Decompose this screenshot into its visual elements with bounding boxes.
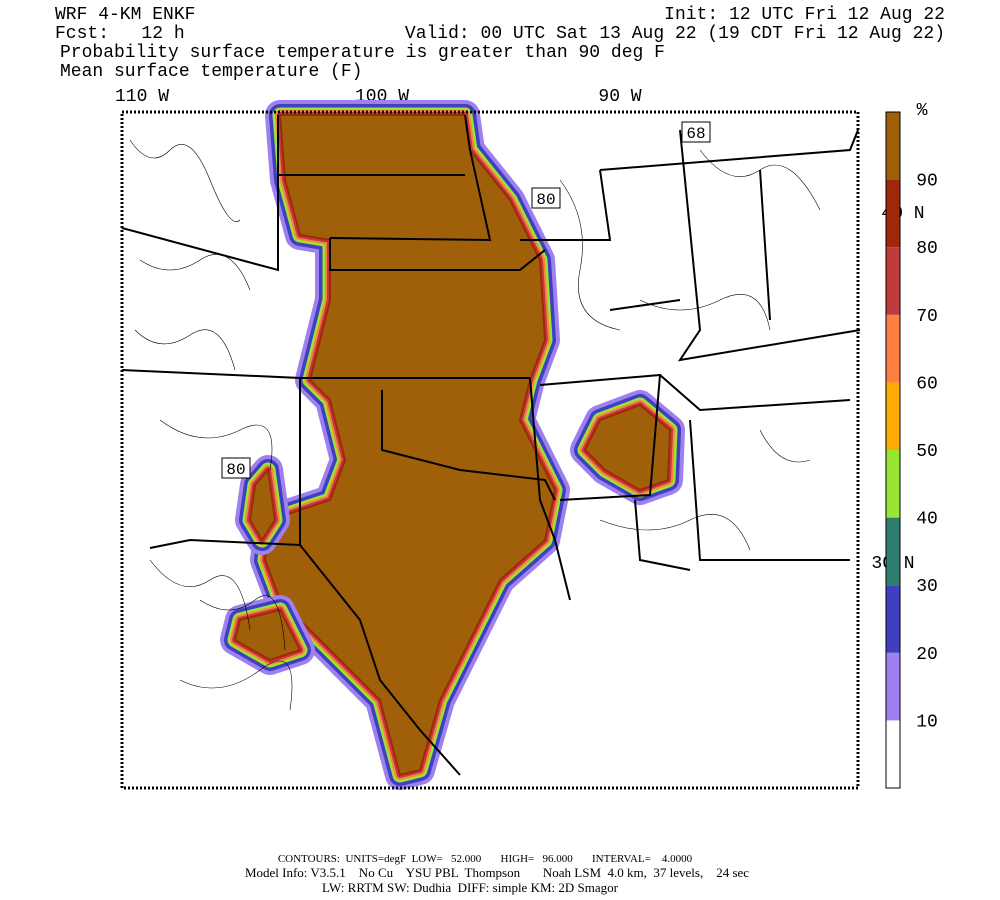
colorbar-swatch	[886, 112, 900, 180]
init-time: Init: 12 UTC Fri 12 Aug 22	[664, 5, 945, 25]
contours	[129, 139, 821, 711]
state-borders	[121, 114, 861, 776]
colorbar-label: 50	[916, 442, 938, 462]
probability-core	[263, 114, 557, 777]
colorbar-label: 90	[916, 172, 938, 192]
longitude-label: 90 W	[598, 87, 641, 107]
map: 68 80 80	[120, 100, 861, 790]
forecast-hour: Fcst: 12 h	[55, 24, 185, 44]
longitude-label: 110 W	[115, 87, 169, 107]
shaded-field: Probability surface temperature is great…	[60, 43, 665, 63]
colorbar-swatch	[886, 314, 900, 383]
footer-physics: LW: RRTM SW: Dudhia DIFF: simple KM: 2D …	[322, 880, 619, 895]
colorbar-label: 40	[916, 510, 938, 530]
model-name: WRF 4-KM ENKF	[55, 5, 195, 25]
colorbar-swatch	[886, 720, 900, 788]
colorbar-swatch	[886, 517, 900, 586]
colorbar-swatch	[886, 450, 900, 518]
colorbar-frame	[885, 111, 901, 789]
contour-label: 68	[686, 125, 705, 143]
contour-label-box	[531, 187, 561, 209]
probability-shading	[220, 100, 685, 790]
colorbar-swatch	[886, 585, 900, 653]
colorbar-label: 80	[916, 239, 938, 259]
colorbar: % 10 20 30 40 50 60 70 80 90	[885, 101, 938, 789]
colorbar-label: 10	[916, 712, 938, 732]
colorbar-swatch	[886, 179, 900, 248]
colorbar-label: 20	[916, 645, 938, 665]
contour-label-box	[221, 457, 251, 479]
colorbar-swatch	[886, 382, 900, 450]
colorbar-label: 60	[916, 374, 938, 394]
map-frame	[120, 110, 860, 790]
probability-core	[233, 467, 302, 662]
colorbar-label: 30	[916, 577, 938, 597]
valid-time: Valid: 00 UTC Sat 13 Aug 22 (19 CDT Fri …	[405, 24, 945, 44]
colorbar-unit: %	[917, 101, 928, 121]
colorbar-label: 70	[916, 307, 938, 327]
contour-label: 80	[226, 461, 245, 479]
contour-field: Mean surface temperature (F)	[60, 62, 362, 82]
colorbar-swatch	[886, 652, 900, 721]
footer-contours: CONTOURS: UNITS=degF LOW= 52.000 HIGH= 9…	[278, 853, 693, 865]
footer-model-info: Model Info: V3.5.1 No Cu YSU PBL Thompso…	[245, 865, 749, 880]
contour-label-box	[681, 121, 711, 143]
contour-label: 80	[536, 191, 555, 209]
probability-core	[583, 403, 672, 492]
colorbar-swatch	[886, 247, 900, 315]
